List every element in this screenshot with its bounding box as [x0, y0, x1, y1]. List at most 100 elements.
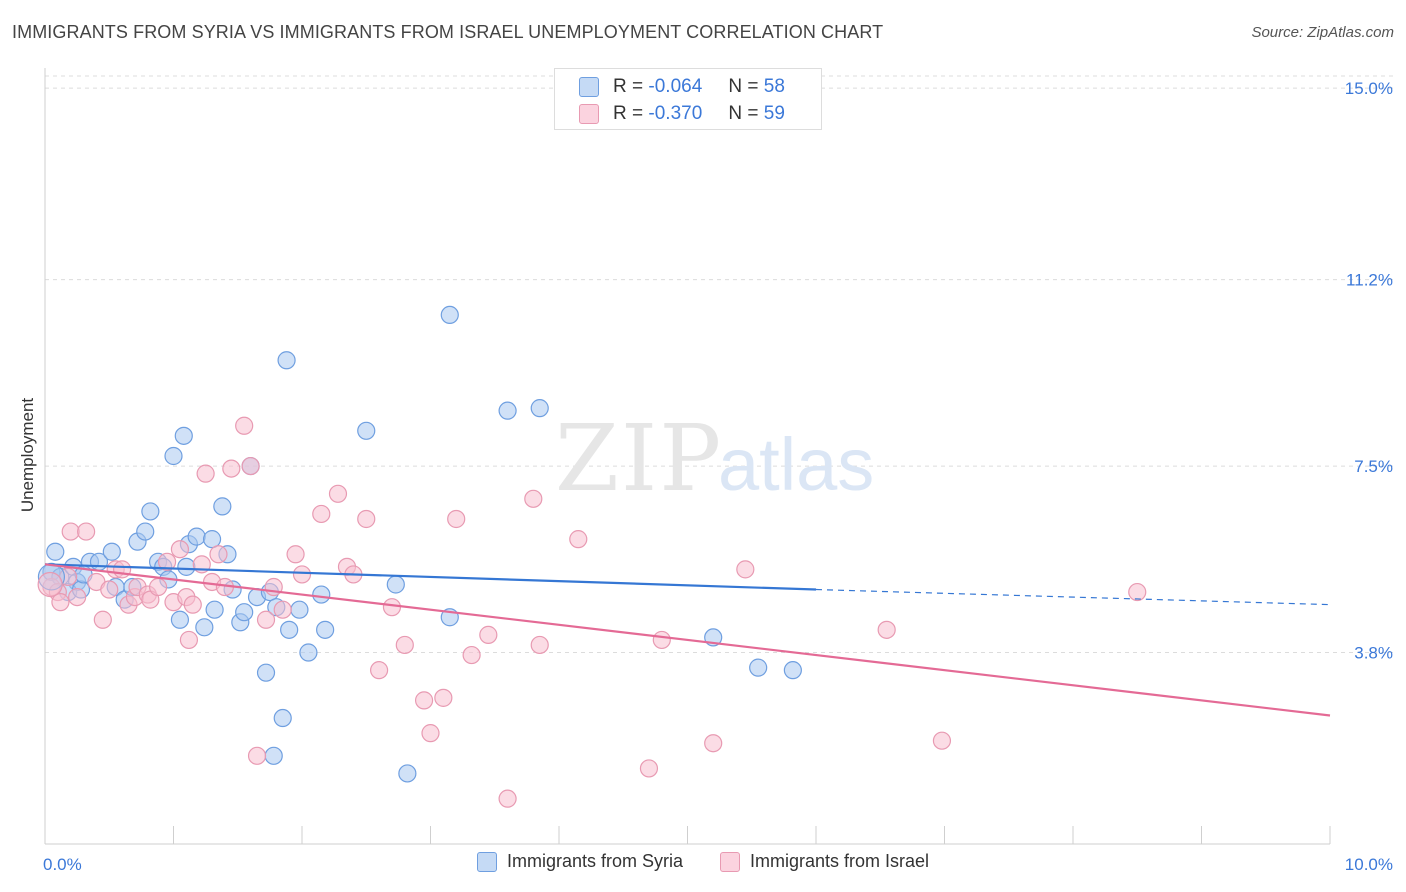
point-israel: [414, 691, 434, 710]
trend-line-syria: [44, 563, 817, 591]
point-israel: [222, 459, 241, 478]
point-syria: [264, 746, 283, 765]
y-axis-label: Unemployment: [18, 397, 37, 513]
n-label: N =: [728, 103, 759, 124]
point-israel: [704, 734, 723, 753]
point-israel: [292, 565, 312, 584]
legend-swatch-israel: [720, 851, 740, 872]
legend-label-israel: Immigrants from Israel: [750, 851, 930, 871]
r-value-syria: -0.064: [648, 76, 703, 97]
axes: [44, 68, 1331, 845]
point-syria: [299, 643, 318, 662]
point-israel: [462, 645, 481, 665]
r-label: R =: [613, 76, 644, 97]
point-israel: [530, 635, 549, 655]
point-syria: [141, 502, 160, 521]
legend-item-syria[interactable]: Immigrants from Syria: [476, 851, 683, 872]
tick-labels: 3.8% 7.5% 11.2% 15.0% 0.0% 10.0%: [43, 79, 1393, 874]
point-syria: [177, 557, 196, 576]
point-israel: [569, 530, 588, 549]
r-value-israel: -0.370: [648, 103, 703, 124]
point-israel: [395, 635, 414, 655]
point-israel: [37, 571, 63, 598]
point-syria: [290, 600, 309, 619]
watermark-zip: ZIP: [555, 405, 723, 512]
point-syria: [187, 527, 206, 546]
point-israel: [68, 587, 87, 607]
point-israel: [179, 630, 199, 650]
point-syria: [256, 663, 276, 682]
stats-swatch-israel: [579, 104, 599, 124]
point-israel: [498, 789, 517, 808]
point-syria: [273, 708, 292, 728]
series-legend: Immigrants from Syria Immigrants from Is…: [0, 851, 1406, 877]
legend-label-syria: Immigrants from Syria: [506, 851, 683, 871]
n-value-syria: 58: [763, 76, 785, 97]
point-syria: [205, 600, 224, 619]
x-tick-label-max: 10.0%: [1345, 855, 1393, 874]
point-syria: [277, 351, 296, 370]
point-israel: [370, 661, 389, 680]
point-syria: [136, 522, 155, 541]
point-israel: [100, 580, 119, 599]
r-label: R =: [613, 103, 644, 124]
point-israel: [421, 724, 440, 743]
chart-source: Source: ZipAtlas.com: [1251, 24, 1394, 41]
watermark-atlas: atlas: [718, 423, 874, 506]
point-israel: [148, 577, 168, 597]
point-israel: [652, 630, 671, 650]
legend-item-israel[interactable]: Immigrants from Israel: [720, 851, 929, 872]
point-syria: [202, 530, 222, 549]
point-israel: [286, 545, 305, 564]
point-syria: [783, 661, 802, 680]
n-value-israel: 59: [763, 103, 785, 124]
n-label: N =: [728, 76, 759, 97]
stats-row-syria: R = -0.064 N = 58: [579, 75, 785, 99]
point-israel: [479, 625, 498, 644]
point-israel: [93, 610, 112, 629]
point-israel: [256, 610, 276, 629]
point-syria: [749, 658, 768, 677]
data-points: [37, 305, 1147, 808]
x-tick-label-min: 0.0%: [43, 855, 82, 874]
point-israel: [524, 489, 543, 508]
grid-lines: [45, 75, 1395, 654]
point-syria: [174, 426, 193, 445]
trend-line-syria-extension: [815, 588, 1331, 606]
y-tick-label: 3.8%: [1354, 644, 1393, 663]
point-israel: [877, 620, 896, 639]
point-israel: [312, 504, 331, 524]
point-syria: [46, 542, 65, 561]
point-israel: [61, 522, 80, 541]
point-israel: [77, 522, 96, 541]
stats-swatch-syria: [579, 77, 599, 97]
point-syria: [280, 620, 299, 639]
point-israel: [639, 759, 659, 778]
point-israel: [51, 593, 70, 612]
legend-swatch-syria: [476, 851, 497, 872]
point-israel: [157, 552, 177, 571]
point-israel: [241, 456, 260, 476]
point-israel: [196, 464, 215, 483]
point-israel: [170, 540, 190, 559]
point-israel: [247, 746, 267, 765]
point-syria: [357, 421, 376, 440]
point-syria: [102, 542, 121, 561]
stats-legend: R = -0.064 N = 58 R = -0.370 N = 59: [554, 68, 822, 130]
point-israel: [932, 731, 952, 750]
point-israel: [273, 600, 292, 619]
point-israel: [357, 509, 376, 529]
point-syria: [386, 575, 405, 594]
point-israel: [112, 560, 132, 579]
point-syria: [498, 401, 517, 420]
y-tick-label: 11.2%: [1346, 271, 1393, 290]
y-tick-label: 15.0%: [1345, 79, 1393, 98]
point-israel: [434, 688, 453, 707]
point-syria: [530, 399, 549, 418]
point-israel: [736, 560, 755, 579]
point-syria: [164, 446, 183, 466]
point-israel: [382, 598, 402, 617]
point-israel: [1128, 582, 1147, 602]
trend-line-israel: [44, 563, 1331, 717]
